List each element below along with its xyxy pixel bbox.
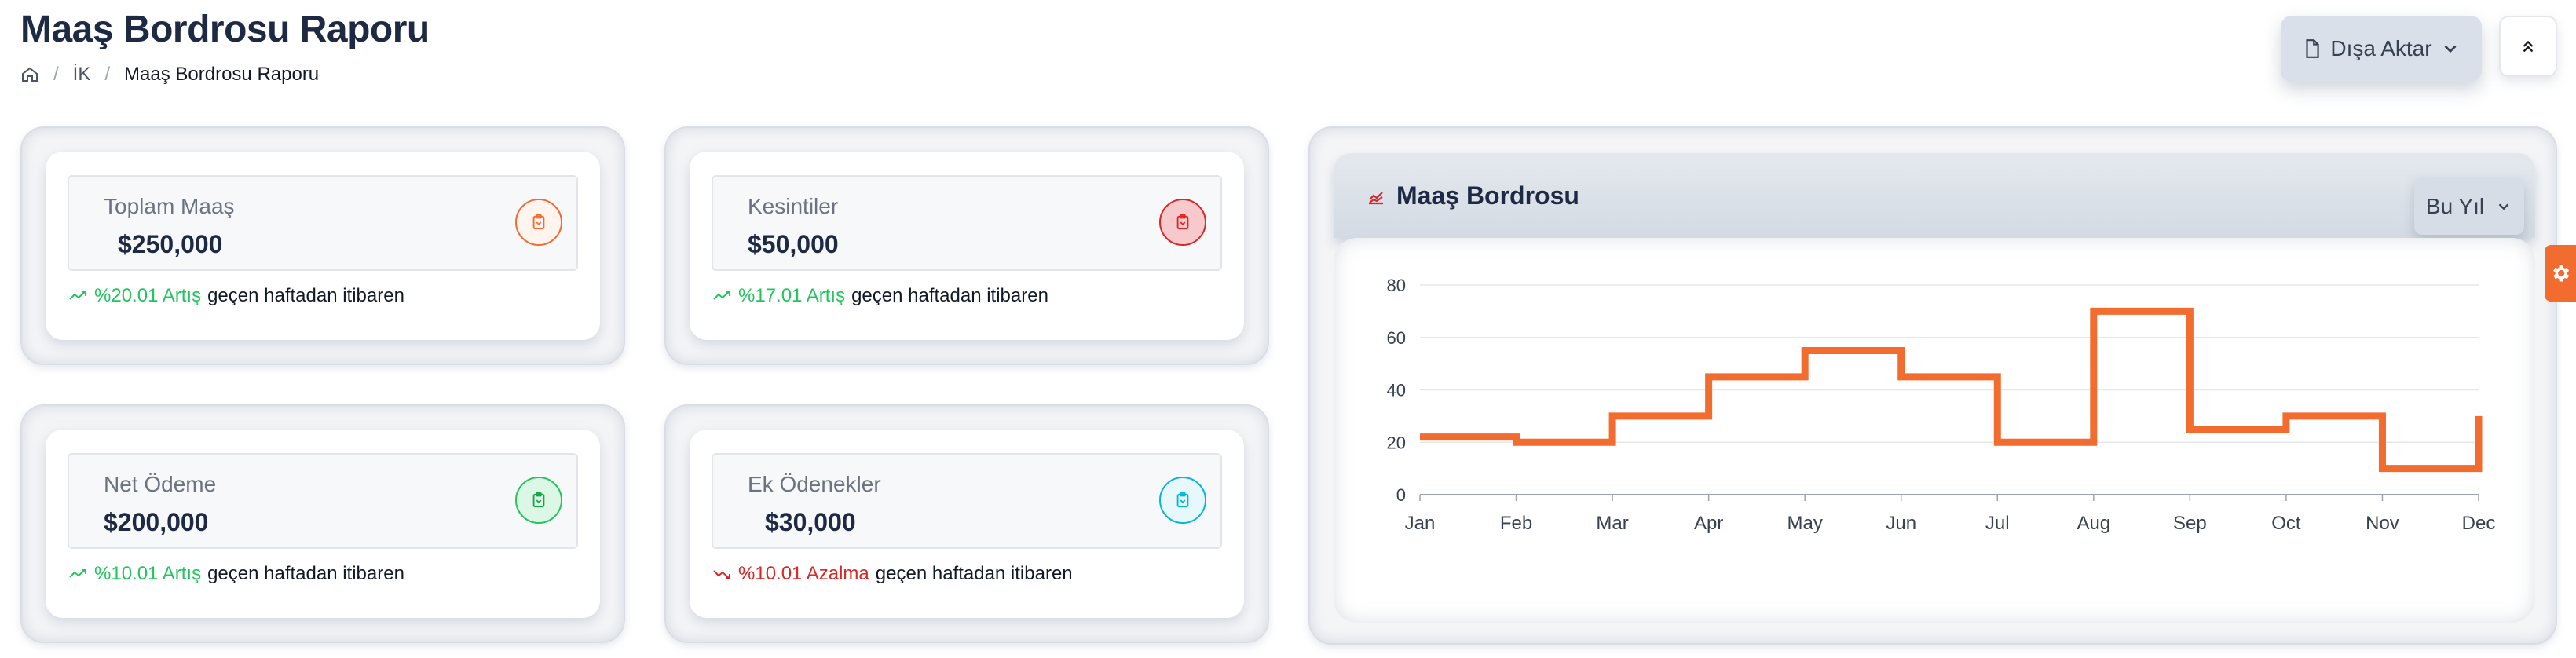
- stat-change-suffix: geçen haftadan itibaren: [207, 563, 404, 584]
- x-tick-label: Jul: [1985, 513, 2010, 534]
- trend-up-icon: [713, 290, 732, 302]
- x-tick-label: Apr: [1694, 513, 1723, 534]
- y-tick-label: 0: [1396, 485, 1406, 505]
- x-tick-label: Jan: [1405, 513, 1436, 534]
- x-tick-label: Mar: [1596, 513, 1628, 534]
- chart-title-text: Maaş Bordrosu: [1396, 181, 1579, 210]
- x-tick-label: Jun: [1886, 513, 1916, 534]
- home-icon[interactable]: [20, 65, 39, 84]
- stat-change: %20.01 Artış: [94, 285, 202, 306]
- export-button[interactable]: Dışa Aktar: [2281, 16, 2482, 82]
- stat-label: Ek Ödenekler: [748, 472, 881, 496]
- y-tick-label: 80: [1387, 276, 1406, 295]
- stat-value: $200,000: [104, 508, 209, 536]
- gear-icon: [2549, 262, 2571, 284]
- stat-change: %17.01 Artış: [738, 285, 846, 306]
- chevrons-up-icon: [2519, 38, 2537, 55]
- x-tick-label: Aug: [2077, 513, 2110, 534]
- x-tick-label: May: [1787, 513, 1823, 534]
- stat-label: Net Ödeme: [104, 472, 217, 496]
- stat-label: Toplam Maaş: [104, 194, 235, 218]
- chart-area: 0 20 40 60 80 Jan Feb Mar Apr May Jun Jul Aug Sep Oct N…: [1334, 238, 2535, 623]
- stat-card-extra-allowances: Ek Ödenekler $30,000 %10.01 Azalma geçen…: [664, 404, 1269, 643]
- breadcrumb-separator: /: [104, 64, 111, 85]
- x-tick-label: Feb: [1500, 513, 1532, 534]
- page-title: Maaş Bordrosu Raporu: [20, 9, 430, 50]
- chart-header: Maaş Bordrosu Bu Yıl: [1334, 153, 2535, 238]
- x-tick-label: Sep: [2173, 513, 2207, 534]
- chart-title: Maaş Bordrosu: [1367, 181, 1579, 210]
- y-tick-label: 20: [1387, 433, 1406, 452]
- series-line: [1420, 307, 2483, 473]
- stat-card-deductions: Kesintiler $50,000 %17.01 Artış geçen ha…: [664, 126, 1269, 365]
- y-tick-label: 40: [1387, 381, 1406, 400]
- period-select-value: Bu Yıl: [2425, 194, 2485, 218]
- chevron-down-icon: [2495, 198, 2512, 215]
- settings-tab[interactable]: [2545, 245, 2576, 302]
- stat-change: %10.01 Azalma: [738, 563, 869, 584]
- stat-value: $50,000: [748, 230, 839, 258]
- trend-up-icon: [69, 290, 88, 302]
- breadcrumb: / İK / Maaş Bordrosu Raporu: [20, 63, 319, 86]
- breadcrumb-item-ik[interactable]: İK: [72, 64, 91, 85]
- x-tick-label: Dec: [2462, 513, 2496, 534]
- payroll-step-chart: 0 20 40 60 80 Jan Feb Mar Apr May Jun Jul Aug Sep Oct N…: [1387, 276, 2496, 534]
- stat-change: %10.01 Artış: [94, 563, 202, 584]
- stat-value: $250,000: [118, 230, 223, 258]
- stat-change-suffix: geçen haftadan itibaren: [875, 563, 1073, 584]
- stat-card-total-salary: Toplam Maaş $250,000 %20.01 Artış geçen …: [20, 126, 625, 365]
- stat-trend: %10.01 Artış geçen haftadan itibaren: [69, 563, 404, 585]
- clipboard-icon: [1159, 199, 1206, 246]
- stat-label: Kesintiler: [748, 194, 839, 218]
- x-tick-label: Oct: [2271, 513, 2301, 534]
- clipboard-icon: [1159, 477, 1206, 524]
- export-button-label: Dışa Aktar: [2330, 36, 2432, 60]
- x-tick-label: Nov: [2366, 513, 2399, 534]
- period-select[interactable]: Bu Yıl: [2414, 178, 2524, 235]
- file-icon: [2302, 38, 2322, 59]
- stat-trend: %20.01 Artış geçen haftadan itibaren: [69, 285, 404, 307]
- clipboard-icon: [515, 477, 562, 524]
- stat-trend: %10.01 Azalma geçen haftadan itibaren: [713, 563, 1073, 585]
- payroll-chart-card: Maaş Bordrosu Bu Yıl 0 20 40 60 80 Jan Feb Mar A…: [1308, 126, 2557, 645]
- y-tick-label: 60: [1387, 328, 1406, 348]
- stat-trend: %17.01 Artış geçen haftadan itibaren: [713, 285, 1048, 307]
- trend-down-icon: [713, 568, 732, 580]
- stat-card-net-pay: Net Ödeme $200,000 %10.01 Artış geçen ha…: [20, 404, 625, 643]
- stat-change-suffix: geçen haftadan itibaren: [851, 285, 1048, 306]
- chevron-down-icon: [2440, 38, 2461, 59]
- trend-up-icon: [69, 568, 88, 580]
- breadcrumb-separator: /: [53, 64, 59, 85]
- breadcrumb-current: Maaş Bordrosu Raporu: [124, 64, 320, 85]
- stat-value: $30,000: [765, 508, 856, 536]
- clipboard-icon: [515, 199, 562, 246]
- stat-change-suffix: geçen haftadan itibaren: [207, 285, 404, 306]
- chart-line-icon: [1367, 187, 1385, 206]
- collapse-button[interactable]: [2499, 16, 2557, 77]
